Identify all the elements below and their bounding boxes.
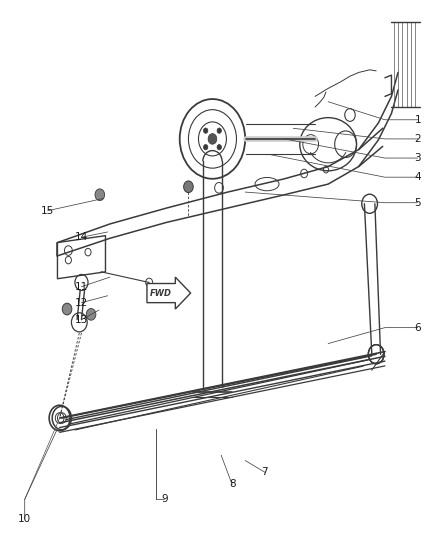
Text: FWD: FWD: [150, 288, 172, 297]
Circle shape: [184, 181, 193, 192]
Circle shape: [86, 309, 96, 320]
Circle shape: [95, 189, 105, 200]
Polygon shape: [147, 277, 191, 309]
Text: 7: 7: [261, 467, 268, 477]
Circle shape: [208, 134, 217, 144]
Text: 6: 6: [414, 322, 421, 333]
Circle shape: [217, 128, 222, 133]
Text: 8: 8: [229, 480, 235, 489]
Text: 2: 2: [414, 134, 421, 144]
Text: 14: 14: [75, 232, 88, 243]
Text: 5: 5: [414, 198, 421, 208]
Text: 13: 13: [75, 314, 88, 325]
Text: 9: 9: [161, 494, 168, 504]
Text: 11: 11: [75, 282, 88, 292]
Text: 3: 3: [414, 153, 421, 163]
Text: 1: 1: [414, 115, 421, 125]
Circle shape: [62, 303, 72, 315]
Text: 10: 10: [18, 514, 31, 524]
Circle shape: [204, 144, 208, 150]
Circle shape: [217, 144, 222, 150]
Text: 12: 12: [75, 297, 88, 308]
Text: 4: 4: [414, 172, 421, 182]
Text: 15: 15: [41, 206, 54, 216]
Circle shape: [204, 128, 208, 133]
